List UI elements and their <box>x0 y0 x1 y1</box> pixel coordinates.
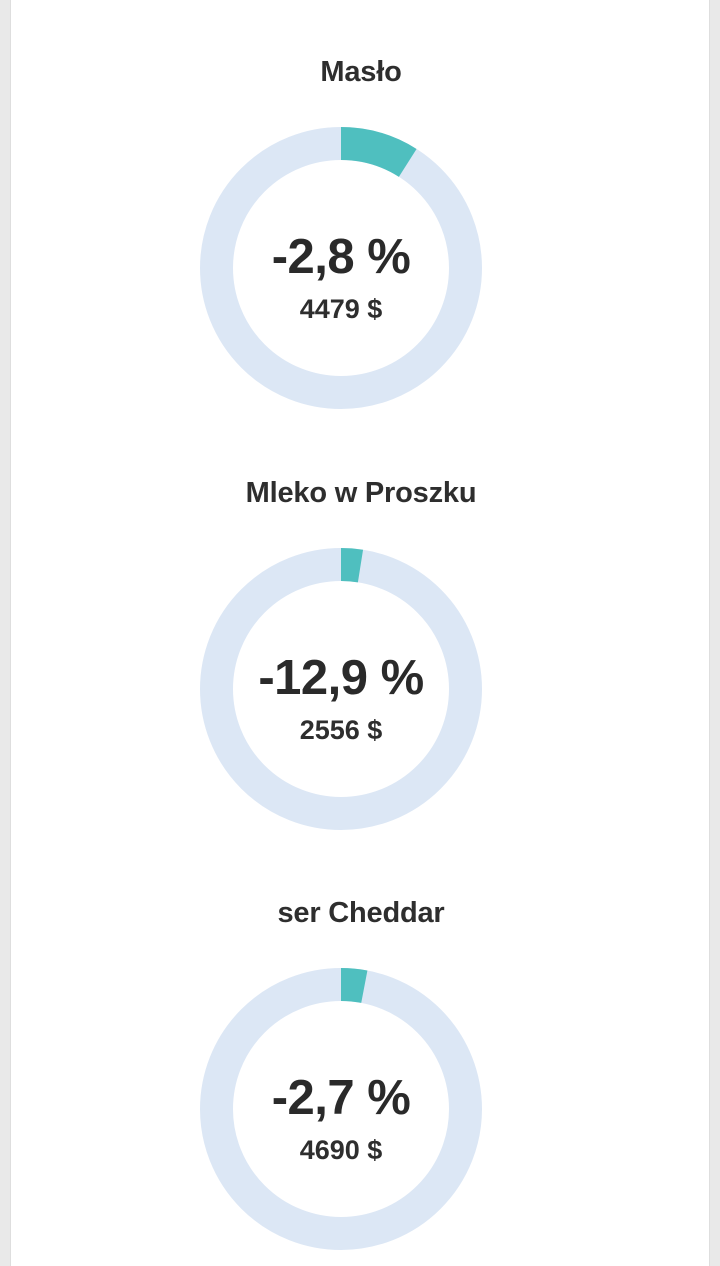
chart-title: Masło <box>320 56 402 88</box>
donut-segment <box>340 968 368 1003</box>
donut-center: -2,7 % 4690 $ <box>200 968 482 1250</box>
donut-center: -12,9 % 2556 $ <box>200 548 482 830</box>
chart-card-maslo: Masło -2,8 % 4479 $ <box>11 0 711 420</box>
price-value-label: 4479 $ <box>299 294 383 324</box>
chart-card-mleko-w-proszku: Mleko w Proszku -12,9 % 2556 $ <box>11 421 711 841</box>
percent-change-label: -2,7 % <box>271 1071 411 1125</box>
price-value-label: 2556 $ <box>299 715 383 745</box>
donut-segment <box>340 127 417 178</box>
donut-segment <box>340 548 364 583</box>
donut-chart <box>200 968 482 1250</box>
donut-chart <box>200 548 482 830</box>
price-value-label: 4690 $ <box>299 1135 383 1165</box>
page: Masło -2,8 % 4479 $ Mleko w Proszku -12,… <box>10 0 710 1266</box>
percent-change-label: -2,8 % <box>271 230 411 284</box>
donut-chart <box>200 127 482 409</box>
chart-card-ser-cheddar: ser Cheddar -2,7 % 4690 $ <box>11 841 711 1261</box>
chart-title: Mleko w Proszku <box>245 477 477 509</box>
percent-change-label: -12,9 % <box>258 651 424 705</box>
chart-title: ser Cheddar <box>277 897 445 929</box>
donut-center: -2,8 % 4479 $ <box>200 127 482 409</box>
